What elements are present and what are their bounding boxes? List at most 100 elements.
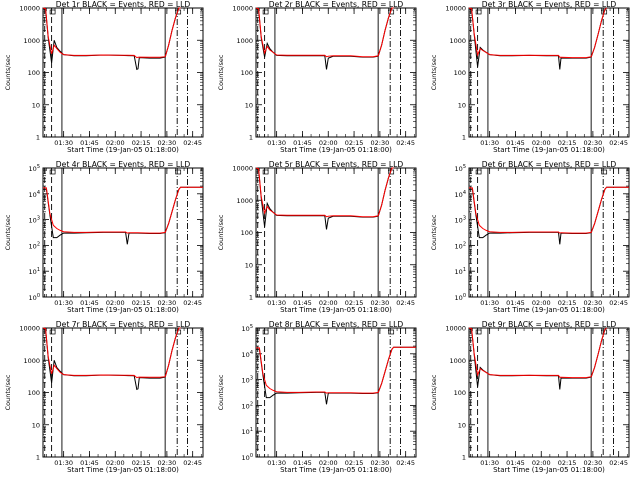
y-tick-label: 1000 (449, 357, 466, 365)
y-tick-label: 1 (462, 454, 466, 462)
x-tick-label: 01:45 (80, 299, 99, 307)
y-tick-label: 100 (454, 69, 466, 77)
y-tick-exponent: 4 (37, 190, 40, 196)
y-tick-label: 1 (462, 134, 466, 142)
x-axis-label: Start Time (19-Jan-05 01:18:00) (280, 306, 392, 314)
plot-frame (255, 7, 417, 138)
x-tick-label: 02:00 (319, 139, 338, 147)
y-axis-label: Counts/sec (217, 374, 225, 410)
marker-flag (388, 329, 395, 335)
chart-panel-6: Det 6r BLACK = Events, RED = LLD Counts/s… (430, 160, 630, 314)
plot-frame (468, 167, 630, 298)
events-series-line (255, 7, 394, 70)
y-tick-label: 10 (245, 261, 253, 269)
y-tick-label: 10 (32, 101, 40, 109)
y-tick-exponent: 1 (250, 427, 253, 433)
marker-flag (262, 169, 269, 175)
y-tick-label: 102 (242, 401, 253, 410)
plot-frame (468, 327, 630, 458)
x-axis-label: Start Time (19-Jan-05 01:18:00) (493, 306, 605, 314)
lld-series-line (468, 327, 607, 379)
chart-title: Det 7r BLACK = Events, RED = LLD (56, 320, 191, 329)
events-series-line (255, 167, 394, 230)
chart-panel-2: Det 2r BLACK = Events, RED = LLD Counts/s… (217, 0, 417, 154)
y-tick-label: 10000 (19, 5, 40, 13)
x-tick-label: 01:45 (80, 459, 99, 467)
y-tick-label: 1000 (236, 197, 253, 205)
y-tick-label: 1000 (23, 37, 40, 45)
y-tick-label: 104 (455, 190, 466, 199)
x-axis-label: Start Time (19-Jan-05 01:18:00) (67, 306, 179, 314)
x-tick-label: 01:30 (480, 459, 499, 467)
y-axis-label: Counts/sec (4, 54, 12, 90)
y-tick-exponent: 5 (463, 164, 466, 170)
lld-series-line (42, 7, 181, 59)
chart-title: Det 9r BLACK = Events, RED = LLD (482, 320, 617, 329)
lld-series-line (43, 186, 203, 234)
y-axis-label: Counts/sec (430, 214, 438, 250)
y-tick-label: 105 (242, 324, 253, 333)
y-axis-label: Counts/sec (4, 214, 12, 250)
x-tick-label: 01:45 (293, 459, 312, 467)
x-tick-label: 02:30 (371, 459, 390, 467)
plot-frame (42, 7, 204, 138)
chart-panel-5: Det 5r BLACK = Events, RED = LLD Counts/s… (217, 160, 417, 314)
x-tick-label: 02:15 (345, 139, 364, 147)
x-axis-label: Start Time (19-Jan-05 01:18:00) (67, 146, 179, 154)
y-tick-label: 104 (242, 350, 253, 359)
x-tick-label: 02:30 (584, 459, 603, 467)
marker-flag (601, 169, 608, 175)
chart-title: Det 4r BLACK = Events, RED = LLD (56, 160, 191, 169)
y-tick-label: 10000 (19, 325, 40, 333)
x-tick-label: 01:30 (267, 459, 286, 467)
x-tick-label: 02:00 (106, 459, 125, 467)
x-tick-label: 02:15 (558, 139, 577, 147)
y-tick-exponent: 2 (37, 241, 40, 247)
y-tick-label: 103 (455, 216, 466, 225)
y-tick-exponent: 1 (37, 267, 40, 273)
chart-panel-3: Det 3r BLACK = Events, RED = LLD Counts/s… (430, 0, 630, 154)
x-tick-label: 01:45 (80, 139, 99, 147)
plot-frame (468, 7, 630, 138)
x-tick-label: 02:45 (183, 459, 202, 467)
events-series-line (42, 7, 181, 71)
y-axis-label: Counts/sec (430, 374, 438, 410)
x-tick-label: 02:45 (609, 299, 628, 307)
x-tick-label: 02:30 (158, 299, 177, 307)
y-tick-exponent: 1 (463, 267, 466, 273)
x-tick-label: 02:30 (584, 139, 603, 147)
y-tick-label: 101 (455, 267, 466, 276)
x-tick-label: 01:30 (267, 299, 286, 307)
x-tick-label: 02:15 (558, 459, 577, 467)
y-tick-exponent: 5 (250, 324, 253, 330)
events-series-line (468, 327, 607, 390)
x-tick-label: 02:15 (132, 299, 151, 307)
y-axis-label: Counts/sec (217, 214, 225, 250)
y-tick-exponent: 0 (37, 293, 40, 299)
chart-panel-8: Det 8r BLACK = Events, RED = LLD Counts/s… (217, 320, 417, 474)
y-tick-label: 100 (454, 389, 466, 397)
y-tick-exponent: 0 (463, 293, 466, 299)
x-tick-label: 02:00 (106, 139, 125, 147)
y-tick-label: 100 (241, 69, 253, 77)
y-tick-label: 100 (28, 69, 40, 77)
y-tick-exponent: 3 (37, 216, 40, 222)
y-axis-label: Counts/sec (430, 54, 438, 90)
x-tick-label: 01:45 (506, 299, 525, 307)
y-axis-label: Counts/sec (4, 374, 12, 410)
x-tick-label: 02:30 (158, 459, 177, 467)
x-tick-label: 02:00 (319, 299, 338, 307)
y-tick-label: 101 (29, 267, 40, 276)
y-tick-label: 104 (29, 190, 40, 199)
events-series-line (256, 346, 416, 405)
x-tick-label: 01:30 (54, 459, 73, 467)
lld-series-line (42, 327, 181, 379)
plot-frame (255, 327, 417, 458)
y-tick-label: 10 (458, 101, 466, 109)
lld-series-line (255, 7, 394, 58)
y-tick-label: 105 (29, 164, 40, 173)
y-tick-label: 100 (455, 293, 466, 302)
y-tick-exponent: 3 (463, 216, 466, 222)
marker-flag (601, 329, 608, 335)
x-tick-label: 02:30 (158, 139, 177, 147)
